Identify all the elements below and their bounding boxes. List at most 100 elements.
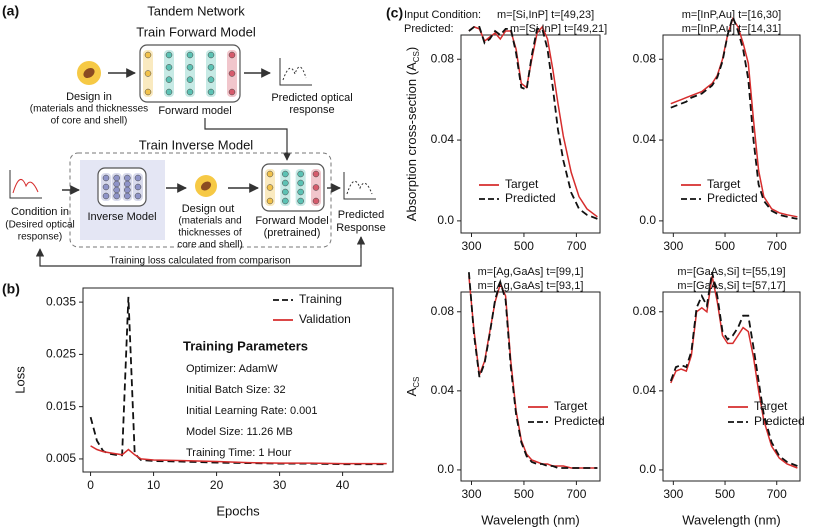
y-axis-label-part: CS <box>412 377 421 388</box>
neuron <box>312 184 320 191</box>
y-tick-label: 0.04 <box>633 383 657 397</box>
x-tick-label: 20 <box>210 478 224 492</box>
neuron <box>113 180 120 188</box>
neuron <box>312 170 320 178</box>
node-note: response) <box>18 232 62 243</box>
y-tick-label: 0.08 <box>633 51 657 65</box>
node-label: (pretrained) <box>264 227 321 239</box>
neuron <box>282 170 289 178</box>
y-tick-label: 0.04 <box>633 132 657 146</box>
x-tick-label: 300 <box>663 239 683 253</box>
node-label: Forward Model <box>255 215 328 227</box>
node-label: Response <box>336 222 386 234</box>
neuron <box>228 88 236 96</box>
neuron <box>297 179 304 187</box>
series-line <box>90 445 387 465</box>
neuron <box>297 197 304 205</box>
plot-icon <box>279 58 312 86</box>
neuron <box>113 174 120 182</box>
y-tick-label: 0.035 <box>46 294 76 308</box>
y-tick-label: 0.0 <box>639 462 656 476</box>
neuron <box>165 76 173 83</box>
node-note: (Desired optical <box>5 220 74 231</box>
section-box <box>69 152 332 248</box>
predicted-label: m=[InP,Au] t=[14,31] <box>682 23 781 35</box>
neuron <box>144 70 152 77</box>
diagram-title: Tandem Network <box>147 3 245 18</box>
condition-label: m=[GaAs,Si] t=[55,19] <box>677 266 785 278</box>
plot-frame <box>460 291 601 482</box>
panel-label: (b) <box>2 281 20 297</box>
y-tick-label: 0.0 <box>437 213 454 227</box>
x-tick-label: 700 <box>767 487 787 501</box>
node-label: response <box>289 104 334 116</box>
x-tick-label: 300 <box>461 239 481 253</box>
x-tick-label: 500 <box>514 487 534 501</box>
predicted-prefix: Predicted: <box>404 23 454 35</box>
annotation-line: Initial Learning Rate: 0.001 <box>186 405 317 417</box>
legend-label: Predicted <box>754 414 805 428</box>
neuron <box>207 51 215 59</box>
plot-frame <box>82 287 394 473</box>
legend-label: Predicted <box>707 191 758 205</box>
neuron <box>186 64 194 71</box>
neuron <box>113 192 120 200</box>
node-label: Predicted optical <box>271 92 352 104</box>
x-tick-label: 700 <box>566 487 586 501</box>
annotation-line: Initial Batch Size: 32 <box>186 384 286 396</box>
predicted-label: m=[Ag,GaAs] t=[93,1] <box>478 280 584 292</box>
predicted-label: m=[Si,InP] t=[49,21] <box>510 23 607 35</box>
annotation-line: Training Time: 1 Hour <box>186 447 292 459</box>
legend-label: Predicted <box>505 191 556 205</box>
neuron <box>282 197 289 205</box>
x-tick-label: 30 <box>273 478 287 492</box>
x-axis-label: Epochs <box>216 503 260 518</box>
feedback-label: Training loss calculated from comparison <box>109 256 290 267</box>
y-axis-label-part: CS <box>412 51 421 62</box>
neuron <box>124 174 131 182</box>
x-tick-label: 10 <box>147 478 161 492</box>
diagram: Tandem Network Train Forward Model Desig… <box>5 3 386 266</box>
condition-label: m=[Si,InP] t=[49,23] <box>497 9 594 21</box>
network-icon <box>139 44 241 103</box>
network-layer <box>295 169 306 206</box>
y-axis-label: Loss <box>12 366 27 394</box>
plot-icon <box>343 172 376 200</box>
neuron <box>282 188 289 196</box>
neuron <box>228 51 236 59</box>
neuron <box>297 170 304 178</box>
neuron <box>207 64 215 71</box>
x-tick-label: 500 <box>715 487 735 501</box>
y-tick-label: 0.025 <box>46 347 76 361</box>
neuron <box>134 183 142 191</box>
series-line <box>468 272 598 469</box>
network-box <box>261 163 325 212</box>
annotation-line: Model Size: 11.26 MB <box>186 426 293 438</box>
neuron <box>165 51 173 59</box>
neuron <box>144 51 152 59</box>
neuron <box>124 186 131 194</box>
plot-frame <box>460 34 601 234</box>
y-axis-label-part: ) <box>404 47 419 51</box>
legend-label: Target <box>707 177 741 191</box>
neuron <box>266 170 274 178</box>
x-tick-label: 700 <box>767 239 787 253</box>
charts: 0 10 20 30 40 0.005 0.015 0.025 0.035 Training Val… <box>12 9 804 528</box>
neuron <box>102 183 110 191</box>
network-icon <box>261 163 325 212</box>
legend-label: Predicted <box>554 414 605 428</box>
neuron <box>134 174 142 182</box>
seed <box>83 67 95 79</box>
predicted-label: m=[GaAs,Si] t=[57,17] <box>677 280 785 292</box>
x-tick-label: 500 <box>514 239 534 253</box>
node-note: thicknesses of <box>178 228 242 239</box>
plot-frame <box>662 34 801 234</box>
node-label: Forward model <box>158 105 231 117</box>
x-axis-label: Wavelength (nm) <box>481 512 580 527</box>
condition-label: m=[Ag,GaAs] t=[99,1] <box>478 266 584 278</box>
y-tick-label: 0.08 <box>431 304 455 318</box>
neuron <box>186 76 194 83</box>
x-tick-label: 700 <box>566 239 586 253</box>
arrow <box>204 118 292 161</box>
